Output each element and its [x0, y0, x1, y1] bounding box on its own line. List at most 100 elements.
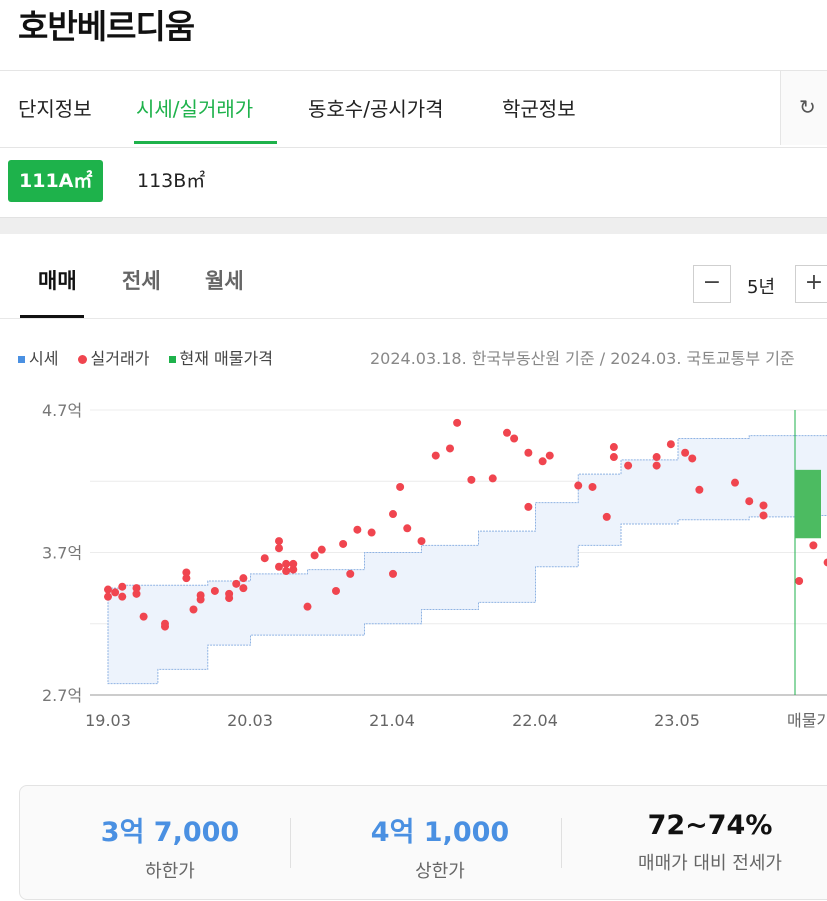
market-price-band — [107, 435, 827, 685]
transaction-dot — [303, 602, 312, 611]
listing-range-bar — [795, 469, 821, 539]
y-tick-label: 3.7억 — [42, 544, 82, 563]
square-icon — [168, 356, 176, 363]
period-increase-button[interactable]: + — [795, 265, 827, 303]
period-value: 5년 — [747, 277, 776, 298]
tab-jeonse[interactable]: 전세 — [122, 269, 161, 293]
transaction-dot — [745, 497, 754, 506]
transaction-dot — [731, 478, 739, 487]
transaction-dot — [588, 482, 597, 491]
transaction-dot — [389, 510, 397, 519]
transaction-dot — [795, 577, 804, 585]
tab-complex-info[interactable]: 단지정보 — [18, 97, 92, 121]
refresh-icon: ↻ — [799, 95, 816, 119]
refresh-button[interactable]: ↻ — [780, 71, 827, 145]
legend-item-market-price: 시세 — [18, 349, 58, 368]
transaction-dot — [239, 574, 248, 583]
transaction-dot — [538, 457, 547, 466]
tab-price-transactions[interactable]: 시세/실거래가 — [136, 97, 254, 121]
transaction-dot — [189, 605, 198, 614]
x-tick-label: 20.03 — [227, 711, 273, 730]
band-area — [107, 435, 827, 685]
transaction-dot — [688, 454, 697, 463]
minus-icon: − — [702, 270, 722, 295]
plus-icon: + — [804, 270, 824, 295]
tab-monthly-rent[interactable]: 월세 — [205, 269, 244, 293]
transaction-dot — [417, 537, 426, 546]
transaction-dot — [695, 485, 704, 494]
transaction-dot — [524, 448, 533, 457]
active-tab-indicator — [134, 141, 277, 144]
transaction-dot — [545, 451, 554, 460]
tab-school-info[interactable]: 학군정보 — [502, 97, 576, 121]
transaction-dot — [403, 524, 412, 533]
y-tick-label: 4.7억 — [42, 401, 82, 420]
transaction-dot — [132, 589, 141, 598]
transaction-dot — [488, 474, 497, 483]
main-tab-bar: 단지정보 시세/실거래가 동호수/공시가격 학군정보 ↻ — [0, 70, 827, 148]
lower-price-label: 하한가 — [145, 861, 195, 882]
current-listing — [794, 410, 821, 695]
transaction-dot — [652, 461, 661, 470]
transaction-dot — [759, 501, 768, 510]
transaction-dot — [503, 428, 511, 437]
transaction-dot — [225, 589, 234, 598]
transaction-dot — [317, 545, 326, 554]
transaction-dot — [118, 582, 127, 591]
transaction-dot — [332, 586, 340, 595]
section-divider — [0, 217, 827, 234]
transaction-dot — [139, 612, 148, 621]
upper-price-value: 4억 1,000 — [370, 817, 510, 848]
transaction-dot — [289, 565, 298, 574]
transaction-dot — [232, 579, 241, 588]
transaction-dot — [339, 539, 348, 548]
transaction-dot — [282, 559, 291, 568]
transaction-dot — [210, 586, 219, 595]
lower-price-value: 3억 7,000 — [100, 817, 240, 848]
transaction-dot — [182, 574, 191, 583]
divider — [561, 818, 562, 868]
transaction-dot — [104, 585, 112, 594]
jeonse-ratio-label: 매매가 대비 전세가 — [638, 853, 782, 874]
x-tick-label: 22.04 — [512, 711, 558, 730]
area-option-113b[interactable]: 113B㎡ — [137, 170, 206, 192]
dot-icon — [77, 355, 87, 364]
page-title: 호반베르디움 — [18, 7, 195, 46]
transaction-dot — [275, 562, 283, 571]
transaction-dot — [111, 588, 120, 597]
period-decrease-button[interactable]: − — [693, 265, 731, 303]
transaction-dot — [602, 512, 611, 521]
transaction-dot — [275, 537, 283, 546]
x-tick-label: 23.05 — [654, 711, 700, 730]
transaction-dot — [239, 584, 248, 593]
x-tick-label: 21.04 — [369, 711, 415, 730]
transaction-dot — [524, 502, 533, 511]
x-tick-label: 매물가 — [787, 711, 827, 730]
tab-unit-official-price[interactable]: 동호수/공시가격 — [308, 97, 444, 121]
transaction-dot — [467, 475, 476, 484]
transaction-dot — [446, 444, 454, 453]
transaction-dot — [453, 418, 462, 427]
lower-price-stat: 3억 7,000 하한가 — [40, 810, 300, 883]
transaction-dot — [182, 568, 191, 577]
transaction-dot — [666, 440, 675, 449]
upper-price-stat: 4억 1,000 상한가 — [310, 810, 570, 883]
transaction-dot — [809, 541, 818, 550]
transaction-dot — [353, 525, 362, 534]
tab-sale[interactable]: 매매 — [38, 269, 77, 293]
area-option-111a[interactable]: 111A㎡ — [8, 160, 104, 202]
transaction-dot — [389, 569, 397, 578]
transaction-dot — [574, 481, 583, 490]
square-icon — [18, 356, 25, 363]
transaction-dot — [431, 451, 440, 460]
transaction-dot — [282, 567, 291, 576]
x-tick-label: 19.03 — [85, 711, 131, 730]
transaction-dot — [510, 434, 519, 443]
price-chart[interactable]: 4.7억 3.7억 2.7억 19.03 20.03 21.04 22.04 23.05 매물… — [0, 390, 827, 735]
jeonse-ratio-value: 72~74% — [647, 810, 773, 841]
active-subtab-indicator — [20, 315, 84, 318]
y-tick-label: 2.7억 — [42, 686, 82, 705]
area-selector: 111A㎡ 113B㎡ — [0, 147, 827, 217]
transaction-dot — [396, 482, 405, 491]
transaction-dot — [275, 544, 283, 553]
